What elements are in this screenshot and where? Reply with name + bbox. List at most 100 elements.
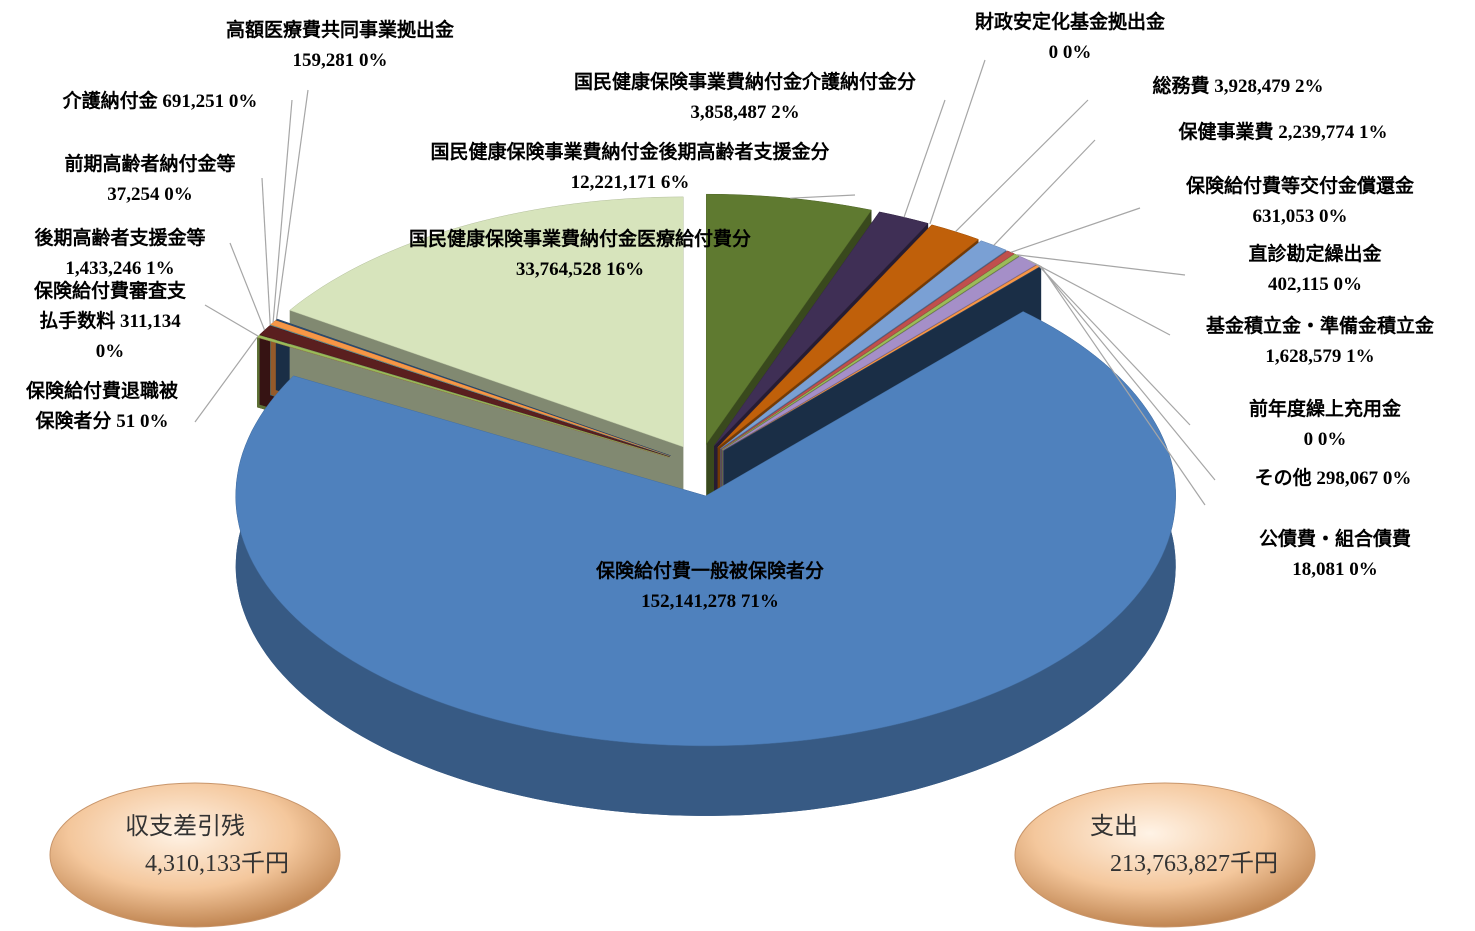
category-label: 保険給付費退職被保険者分 [25,381,178,432]
leader-line [261,177,271,325]
percent-label: 71% [740,591,779,612]
category-label: 国民健康保険事業費納付金介護納付金分 [573,72,916,93]
pie-tops [235,193,1176,747]
slice [289,196,684,448]
percent-label: 2% [1295,76,1324,97]
leader-line [1037,264,1191,426]
percent-label: 0% [1349,559,1378,580]
data-label: 総務費 3,928,479 2% [1108,72,1368,102]
percent-label: 0% [164,184,193,205]
summary-oval [49,782,341,928]
category-label: 国民健康保険事業費納付金後期高齢者支援金分 [430,142,830,163]
data-label: 保険給付費等交付金償還金 631,053 0% [1150,172,1450,232]
data-label: 後期高齢者支援金等 1,433,246 1% [0,224,240,284]
value-label: 1,628,579 [1265,346,1342,367]
value-label: 691,251 [162,91,225,112]
leader-line [903,99,946,218]
value-label: 402,115 [1268,274,1329,295]
value-label: 631,053 [1252,206,1315,227]
value-label: 0 [1303,429,1314,450]
percent-label: 0% [1062,42,1092,63]
leader-line [229,242,266,331]
category-label: その他 [1254,468,1312,489]
percent-label: 0% [140,411,169,432]
percent-label: 0% [1317,429,1347,450]
percent-label: 1% [1346,346,1375,367]
percent-label: 0% [359,50,388,71]
data-label: 保健事業費 2,239,774 1% [1133,118,1433,148]
leader-line [1040,265,1206,506]
percent-label: 1% [146,258,175,279]
value-label: 33,764,528 [515,259,602,280]
summary-value: 213,763,827千円 [1110,851,1278,877]
category-label: 前年度繰上充用金 [1248,399,1401,420]
category-label: 基金積立金・準備金積立金 [1205,316,1434,337]
summary-value: 4,310,133千円 [145,851,289,877]
category-label: 保健事業費 [1178,122,1274,143]
data-label: 財政安定化基金拠出金 0 0% [930,8,1210,68]
data-label: 保険給付費審査支払手数料 311,134 0% [26,277,194,367]
category-label: 保険給付費等交付金償還金 [1185,176,1414,197]
summary-label: 収支差引残 [125,814,245,840]
data-label: 保険給付費退職被保険者分 51 0% [18,377,186,437]
data-label: 直診勘定繰出金 402,115 0% [1215,240,1415,300]
leader-line [194,336,258,423]
data-label: 国民健康保険事業費納付金後期高齢者支援金分 12,221,171 6% [370,138,890,198]
slice [235,311,1176,747]
leader-line [1016,254,1186,276]
category-label: 公債費・組合債費 [1258,529,1411,550]
value-label: 159,281 [292,50,355,71]
value-label: 311,134 [120,311,181,332]
summary-label: 支出 [1090,814,1138,840]
value-label: 152,141,278 [641,591,737,612]
value-label: 1,433,246 [65,258,142,279]
category-label: 国民健康保険事業費納付金医療給付費分 [408,229,751,250]
value-label: 51 [116,411,136,432]
leader-line [993,139,1096,246]
leader-line [1010,207,1141,253]
percent-label: 2% [771,102,800,123]
data-label: 前年度繰上充用金 0 0% [1215,395,1435,455]
value-label: 298,067 [1316,468,1379,489]
category-label: 総務費 [1152,76,1210,97]
category-label: 保険給付費一般被保険者分 [595,561,824,582]
percent-label: 1% [1359,122,1388,143]
category-label: 介護納付金 [62,91,158,112]
value-label: 37,254 [107,184,160,205]
summary-oval [1014,782,1316,928]
percent-label: 6% [660,172,690,193]
leader-line [272,99,293,323]
value-label: 2,239,774 [1278,122,1355,143]
data-label: 介護納付金 691,251 0% [25,87,295,117]
data-label: 基金積立金・準備金積立金 1,628,579 1% [1170,312,1470,372]
percent-label: 0% [1333,274,1362,295]
leader-line [929,59,986,225]
data-label: 保険給付費一般被保険者分 152,141,278 71% [500,557,920,617]
data-label: 国民健康保険事業費納付金介護納付金分 3,858,487 2% [515,68,975,128]
percent-label: 0% [95,341,125,362]
percent-label: 16% [606,259,645,280]
data-label: 国民健康保険事業費納付金医療給付費分 33,764,528 16% [350,225,810,285]
value-label: 3,928,479 [1214,76,1291,97]
data-label: その他 298,067 0% [1223,464,1443,494]
category-label: 高額医療費共同事業拠出金 [225,20,454,41]
value-label: 18,081 [1292,559,1345,580]
leader-line [275,89,309,320]
leader-line [790,194,856,199]
category-label: 前期高齢者納付金等 [64,154,236,175]
category-label: 財政安定化基金拠出金 [974,12,1165,33]
category-label: 後期高齢者支援金等 [34,228,206,249]
data-label: 前期高齢者納付金等 37,254 0% [20,150,280,210]
leader-line [955,99,1089,233]
percent-label: 0% [228,91,258,112]
percent-label: 0% [1319,206,1348,227]
value-label: 12,221,171 [570,172,657,193]
leader-line [1028,259,1171,336]
data-label: 高額医療費共同事業拠出金 159,281 0% [170,16,510,76]
value-label: 0 [1048,42,1059,63]
leader-line [204,304,259,337]
leader-line [1038,265,1216,481]
percent-label: 0% [1382,468,1412,489]
